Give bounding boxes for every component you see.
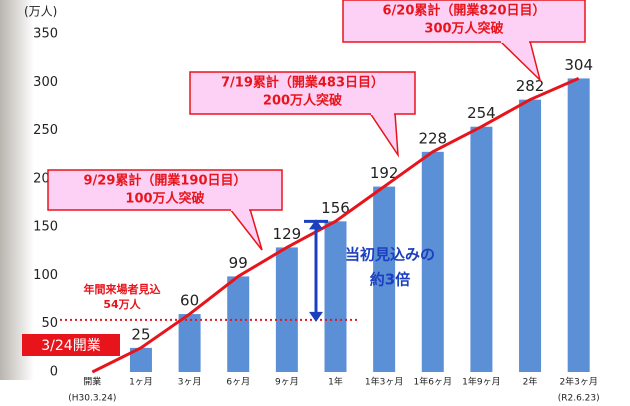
data-label: 60 xyxy=(180,292,199,310)
y-axis-label: (万人) xyxy=(24,5,57,19)
x-tick-label: 6ヶ月 xyxy=(226,377,250,388)
y-tick-label: 50 xyxy=(41,316,58,331)
callout-text: 9/29累計（開業190日目） xyxy=(83,173,246,189)
x-tick-label: 9ヶ月 xyxy=(275,377,299,388)
bar xyxy=(519,100,541,372)
data-label: 228 xyxy=(418,129,447,147)
callout-text: 6/20累計（開業820日目） xyxy=(382,3,545,19)
background-photo xyxy=(0,0,34,380)
y-tick-label: 300 xyxy=(33,75,58,90)
data-label: 129 xyxy=(273,225,302,243)
opening-label: 3/24開業 xyxy=(41,338,100,354)
x-tick-label: 1年9ヶ月 xyxy=(462,376,500,388)
data-label: 304 xyxy=(564,56,593,74)
callout-text: 7/19累計（開業483日目） xyxy=(221,75,384,91)
bar xyxy=(568,78,590,372)
y-tick-label: 250 xyxy=(33,123,58,138)
callout-text: 300万人突破 xyxy=(424,21,503,37)
callout-text: 200万人突破 xyxy=(263,93,342,109)
data-label: 25 xyxy=(131,325,150,343)
y-tick-label: 100 xyxy=(33,268,58,283)
x-tick-label: 1年6ヶ月 xyxy=(414,376,452,388)
bar xyxy=(325,221,347,372)
bar xyxy=(470,127,492,372)
x-tick-note: (H30.3.24) xyxy=(68,394,116,404)
callout-pointer xyxy=(370,113,398,155)
callout-text: 100万人突破 xyxy=(125,191,204,207)
callout-seam xyxy=(371,111,394,115)
y-tick-label: 350 xyxy=(33,27,58,42)
x-tick-label: 1年 xyxy=(328,376,343,388)
x-tick-label: 2年 xyxy=(523,376,538,388)
callout-pointer xyxy=(230,209,262,250)
x-tick-label: 3ヶ月 xyxy=(178,377,202,388)
data-label: 99 xyxy=(229,254,248,272)
x-tick-label: 2年3ヶ月 xyxy=(559,376,597,388)
callout-seam xyxy=(231,207,249,211)
target-label: 年間来場者見込 xyxy=(84,282,161,296)
callout-pointer xyxy=(500,41,540,80)
x-tick-note: (R2.6.23) xyxy=(558,394,600,404)
x-tick-label: 開業 xyxy=(83,376,101,388)
bar xyxy=(276,247,298,372)
x-tick-label: 1ヶ月 xyxy=(129,377,153,388)
target-label: 54万人 xyxy=(103,297,141,311)
ratio-note: 約3倍 xyxy=(370,271,410,289)
bar xyxy=(179,314,201,372)
y-tick-label: 150 xyxy=(33,220,58,235)
callout-seam xyxy=(501,39,529,43)
chart: (万人) 050100150200250300350開業1ヶ月3ヶ月6ヶ月9ヶ月… xyxy=(0,0,630,406)
bar xyxy=(227,276,249,372)
ratio-note: 当初見込みの xyxy=(345,246,435,264)
x-tick-label: 1年3ヶ月 xyxy=(365,376,403,388)
y-tick-label: 0 xyxy=(50,365,58,380)
